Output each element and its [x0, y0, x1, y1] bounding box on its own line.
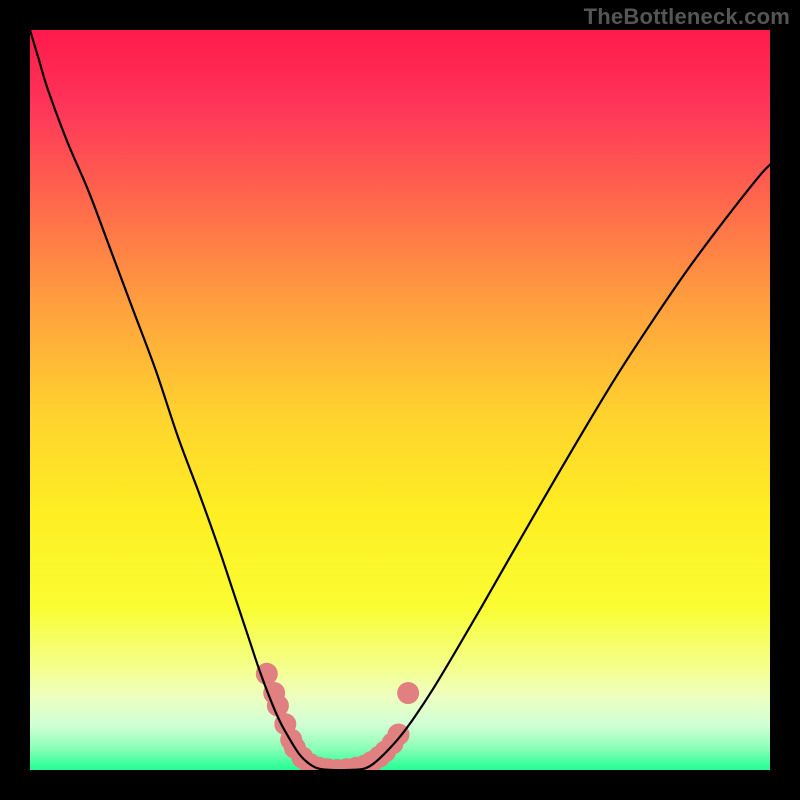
gradient-background: [30, 30, 770, 770]
plot-area: [30, 30, 770, 770]
attribution-text: TheBottleneck.com: [584, 4, 790, 30]
data-marker: [397, 682, 419, 704]
chart-container: TheBottleneck.com: [0, 0, 800, 800]
data-marker: [388, 723, 410, 745]
chart-svg: [30, 30, 770, 770]
